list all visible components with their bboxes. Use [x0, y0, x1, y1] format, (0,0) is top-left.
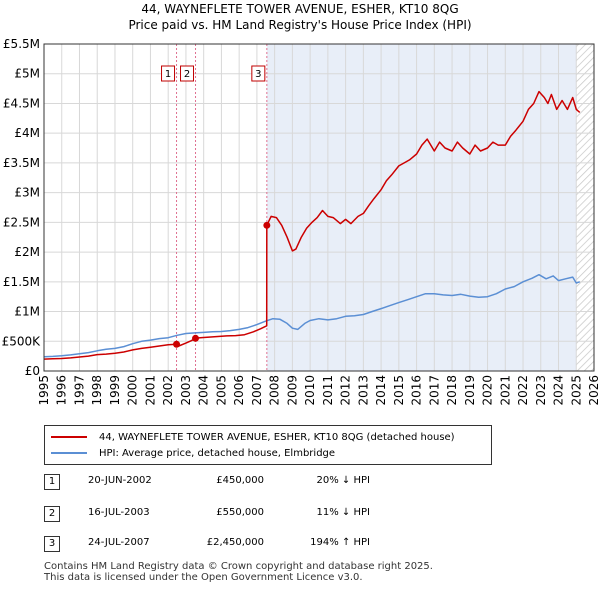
footer-licence: This data is licensed under the Open Gov… — [44, 572, 363, 583]
transaction-marker-box — [251, 65, 266, 82]
y-tick-label: £5M — [14, 67, 40, 81]
x-tick-label: 2024 — [552, 375, 566, 406]
footer-copyright: Contains HM Land Registry data © Crown c… — [44, 561, 433, 572]
y-tick-label: £1.5M — [3, 275, 40, 289]
transaction-number: 1 — [44, 474, 60, 490]
y-tick-label: £4.5M — [3, 96, 40, 110]
y-tick-label: £4M — [14, 126, 40, 140]
legend-label-hpi: HPI: Average price, detached house, Elmb… — [99, 447, 336, 459]
transaction-marker-label: 2 — [184, 69, 190, 80]
x-tick-label: 2016 — [410, 375, 424, 406]
chart-title: 44, WAYNEFLETE TOWER AVENUE, ESHER, KT10… — [141, 2, 459, 16]
x-tick-label: 2018 — [445, 375, 459, 406]
y-tick-label: £2M — [14, 245, 40, 259]
forecast-hatch — [576, 44, 594, 371]
transaction-marker-label: 3 — [255, 69, 261, 80]
transaction-price: £450,000 — [216, 475, 264, 486]
x-tick-label: 1999 — [108, 375, 122, 406]
chart-subtitle: Price paid vs. HM Land Registry's House … — [128, 18, 472, 32]
x-tick-label: 2013 — [356, 375, 370, 406]
legend-label-property: 44, WAYNEFLETE TOWER AVENUE, ESHER, KT10… — [99, 431, 455, 443]
x-tick-label: 2006 — [232, 375, 246, 406]
transaction-number: 2 — [44, 506, 60, 522]
transaction-date: 20-JUN-2002 — [88, 475, 152, 486]
x-tick-label: 2003 — [179, 375, 193, 406]
x-tick-label: 2019 — [463, 375, 477, 406]
x-tick-label: 2025 — [569, 375, 583, 406]
transaction-point — [192, 334, 200, 342]
transaction-date: 16-JUL-2003 — [88, 507, 150, 518]
table-row: 1 20-JUN-2002 £450,000 20% ↓ HPI — [44, 474, 504, 490]
x-tick-label: 2007 — [250, 375, 264, 406]
table-row: 3 24-JUL-2007 £2,450,000 194% ↑ HPI — [44, 536, 504, 552]
legend-item-property: 44, WAYNEFLETE TOWER AVENUE, ESHER, KT10… — [51, 430, 455, 444]
table-row: 2 16-JUL-2003 £550,000 11% ↓ HPI — [44, 506, 504, 522]
y-tick-label: £3M — [14, 186, 40, 200]
x-tick-label: 1995 — [37, 375, 51, 406]
price-chart: £0 £500K £1M £1.5M £2M £2.5M £3M £3.5M £4M £4.5M £… — [2, 37, 600, 406]
x-tick-label: 2004 — [197, 375, 211, 406]
x-tick-label: 2017 — [427, 375, 441, 406]
x-tick-label: 1998 — [90, 375, 104, 406]
legend-swatch-hpi — [51, 452, 87, 454]
transaction-price: £550,000 — [216, 507, 264, 518]
x-tick-label: 2026 — [587, 375, 600, 406]
x-tick-label: 2020 — [481, 375, 495, 406]
x-tick-label: 2008 — [268, 375, 282, 406]
x-tick-label: 2001 — [143, 375, 157, 406]
x-tick-label: 1996 — [55, 375, 69, 406]
x-tick-label: 2000 — [126, 375, 140, 406]
post-sale-shading — [266, 44, 577, 371]
legend-swatch-property — [51, 436, 87, 438]
x-tick-label: 1997 — [72, 375, 86, 406]
transaction-date: 24-JUL-2007 — [88, 537, 150, 548]
y-tick-label: £3.5M — [3, 156, 40, 170]
legend: 44, WAYNEFLETE TOWER AVENUE, ESHER, KT10… — [44, 425, 492, 465]
transaction-marker-box — [161, 65, 176, 82]
transaction-hpi-diff: 194% ↑ HPI — [310, 537, 370, 548]
x-tick-label: 2021 — [498, 375, 512, 406]
x-tick-label: 2015 — [392, 375, 406, 406]
y-tick-label: £500K — [2, 334, 42, 348]
transaction-hpi-diff: 11% ↓ HPI — [316, 507, 370, 518]
x-tick-label: 2010 — [303, 375, 317, 406]
x-tick-label: 2012 — [339, 375, 353, 406]
plot-frame — [43, 43, 595, 372]
transaction-point — [263, 221, 271, 229]
transaction-point — [173, 340, 181, 348]
transaction-marker-label: 1 — [165, 69, 171, 80]
x-tick-label: 2011 — [321, 375, 335, 406]
y-tick-label: £1M — [14, 305, 40, 319]
x-tick-label: 2023 — [534, 375, 548, 406]
y-tick-label: £0 — [25, 364, 40, 378]
y-tick-label: £5.5M — [3, 37, 40, 51]
transaction-marker-box — [180, 65, 195, 82]
hpi-line — [43, 273, 581, 358]
x-tick-label: 2022 — [516, 375, 530, 406]
transaction-price: £2,450,000 — [206, 537, 264, 548]
x-tick-label: 2014 — [374, 375, 388, 406]
y-tick-label: £2.5M — [3, 215, 40, 229]
property-price-line — [43, 90, 581, 360]
x-tick-label: 2002 — [161, 375, 175, 406]
legend-item-hpi: HPI: Average price, detached house, Elmb… — [51, 446, 335, 460]
x-tick-label: 2005 — [214, 375, 228, 406]
x-tick-label: 2009 — [285, 375, 299, 406]
transaction-number: 3 — [44, 536, 60, 552]
transaction-hpi-diff: 20% ↓ HPI — [316, 475, 370, 486]
